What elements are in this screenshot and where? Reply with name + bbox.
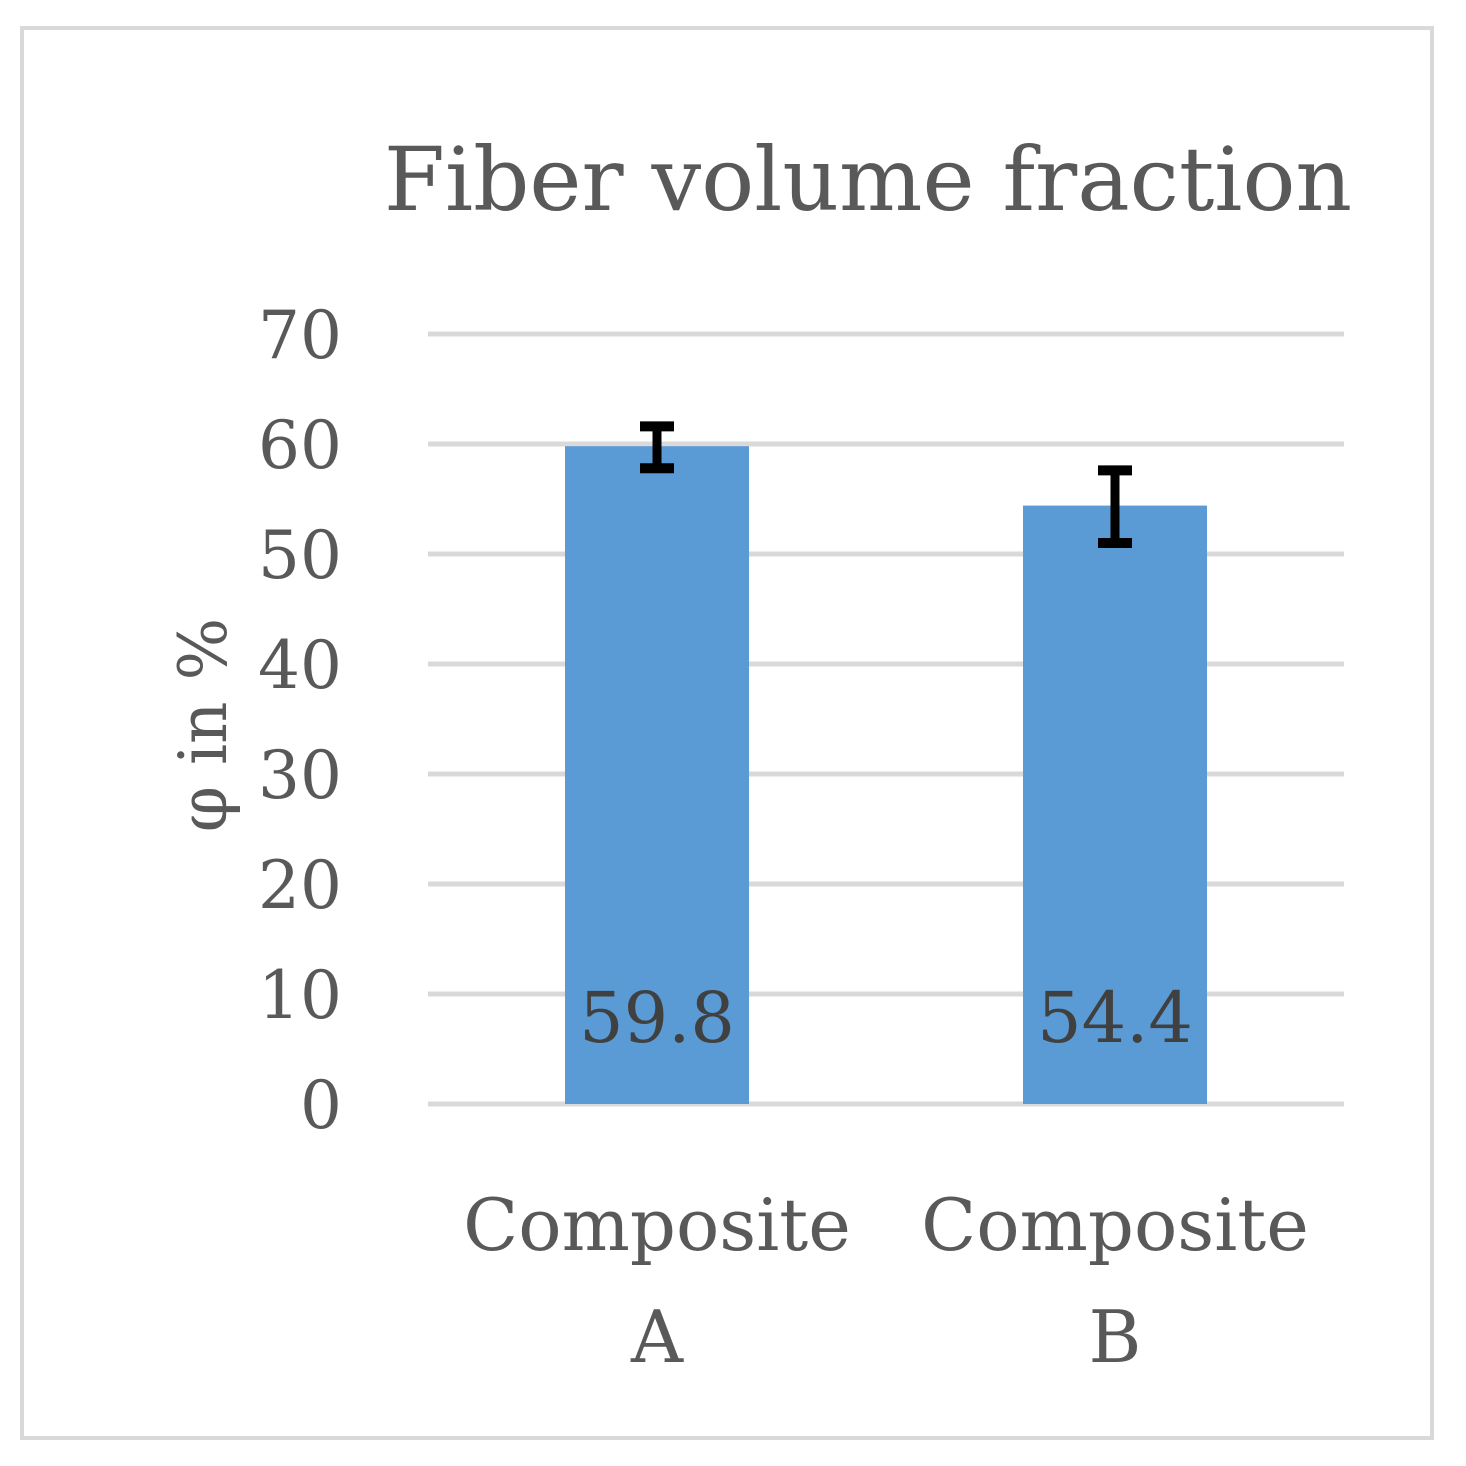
y-tick-label: 0 (300, 1067, 342, 1144)
bar (565, 446, 749, 1104)
y-axis-label: φ in % (165, 618, 242, 833)
y-tick-label: 60 (258, 407, 342, 484)
y-tick-label: 40 (258, 627, 342, 704)
y-tick-label: 70 (258, 297, 342, 374)
x-tick-label-line1: Composite (463, 1183, 851, 1267)
bar (1023, 505, 1207, 1105)
x-tick-label-line2: B (1089, 1295, 1142, 1379)
data-label: 54.4 (1037, 977, 1193, 1059)
x-tick-label-line1: Composite (921, 1183, 1309, 1267)
y-tick-label: 20 (258, 847, 342, 924)
x-tick-label-line2: A (630, 1295, 684, 1379)
y-axis-ticks: 0 10 20 30 40 50 60 70 (258, 297, 342, 1144)
x-axis-ticks: Composite A Composite B (463, 1183, 1309, 1379)
y-tick-label: 30 (258, 737, 342, 814)
bars: 59.8 54.4 (565, 421, 1207, 1105)
data-label: 59.8 (579, 977, 735, 1059)
y-tick-label: 10 (258, 957, 342, 1034)
y-tick-label: 50 (258, 517, 342, 594)
chart-title: Fiber volume fraction (384, 128, 1352, 231)
